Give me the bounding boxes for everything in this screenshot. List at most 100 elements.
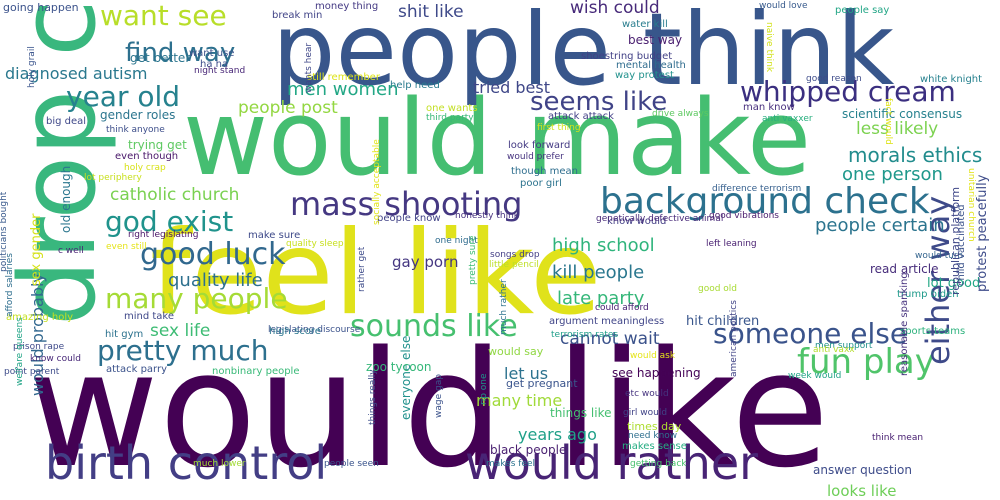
word-diagnosed-autism: diagnosed autism bbox=[5, 64, 148, 83]
word-things-like: things like bbox=[550, 406, 612, 420]
word-morals-ethics: morals ethics bbox=[848, 143, 983, 167]
word-get-pregnant: get pregnant bbox=[506, 377, 578, 390]
word-men-women: men women bbox=[287, 79, 399, 100]
word-zoo-tycoon: zoo tycoon bbox=[366, 360, 432, 374]
word-could-afford: could afford bbox=[595, 303, 649, 313]
word-getting-back: getting back bbox=[630, 459, 687, 469]
word-hit-gym: hit gym bbox=[105, 329, 144, 340]
word-right-legislating: right legislating bbox=[128, 230, 199, 240]
word-first-thing: first thing bbox=[537, 123, 581, 133]
word-people-know: people know bbox=[377, 213, 441, 224]
word-quality-life: quality life bbox=[168, 270, 263, 291]
word-republican-platform: republican platform bbox=[949, 186, 962, 295]
word-holy-grail: holy grail bbox=[27, 46, 37, 88]
word-good-old: good old bbox=[698, 284, 738, 294]
word-prison-rape: prison rape bbox=[13, 342, 65, 352]
word-answer-question: answer question bbox=[813, 463, 912, 477]
word-quality-sleep: quality sleep bbox=[286, 239, 344, 249]
word-protest-peacefully: protest peacefully bbox=[975, 174, 990, 292]
word-naive-think: naive think bbox=[764, 22, 774, 73]
word-wants-hear: wants hear bbox=[304, 42, 314, 93]
word-feel-like: feel like bbox=[150, 206, 602, 341]
word-genetically-defective-animal: genetically defective animal bbox=[596, 214, 724, 224]
word-rip-one: rip one bbox=[479, 373, 489, 405]
word-fact-would: fact would bbox=[883, 98, 893, 145]
word-less-likely: less likely bbox=[856, 119, 939, 139]
word-things-really: things really bbox=[368, 369, 378, 425]
word-week-would: week would bbox=[788, 371, 842, 381]
word-gender-roles: gender roles bbox=[100, 108, 176, 122]
word-want-see: want see bbox=[100, 0, 227, 32]
word-sports-teams: sports teams bbox=[900, 326, 966, 337]
word-honestly-think: honestly think bbox=[455, 211, 520, 221]
word-argument-meaningless: argument meaningless bbox=[549, 316, 665, 327]
word-tried-best: tried best bbox=[473, 78, 550, 97]
word-men-support: men support bbox=[815, 341, 873, 351]
word-would-probably: would probably bbox=[28, 273, 47, 396]
word-though-mean: though mean bbox=[511, 166, 578, 177]
word-scientific-consensus: scientific consensus bbox=[842, 107, 963, 121]
word-one-person: one person bbox=[842, 164, 943, 185]
word-good-luck: good luck bbox=[140, 237, 286, 272]
word-man-know: man know bbox=[743, 102, 795, 113]
word-anti-vaxxer: anti vaxxer bbox=[762, 114, 813, 124]
word-people-say: people say bbox=[835, 5, 890, 16]
word-would-ask: would ask bbox=[630, 351, 676, 361]
word-would-love: would love bbox=[759, 1, 808, 11]
word-high-school: high school bbox=[552, 235, 655, 256]
word-white-knight: white knight bbox=[920, 74, 983, 85]
word-c-well: c well bbox=[58, 246, 84, 256]
word-hit-children: hit children bbox=[686, 314, 760, 329]
word-welfare-queens: welfare queens bbox=[15, 317, 25, 386]
word-someone-else: someone else bbox=[713, 317, 908, 350]
word-anti-vaxx: anti vaxx bbox=[813, 345, 855, 355]
word-know-would: know would bbox=[607, 216, 667, 227]
word-much-rather: much rather bbox=[499, 279, 509, 335]
word-year-old: year old bbox=[66, 80, 181, 113]
word-going-happen: going happen bbox=[3, 1, 79, 14]
word-read-article: read article bbox=[870, 262, 939, 276]
word-sex-life: sex life bbox=[150, 321, 211, 341]
word-mind-take: mind take bbox=[124, 311, 175, 322]
word-rather-get: rather get bbox=[357, 246, 367, 292]
word-makes-feel: makes feel bbox=[486, 459, 536, 469]
word-many-time: many time bbox=[476, 391, 563, 410]
word-mass-shooting: mass shooting bbox=[290, 185, 523, 223]
word-water-kill: water kill bbox=[622, 19, 668, 30]
word-would-turn: would turn bbox=[915, 251, 964, 261]
word-catholic-church: catholic church bbox=[110, 185, 240, 205]
word-american-politics: american politics bbox=[729, 300, 739, 377]
word-find-way: find way bbox=[125, 38, 236, 68]
word-would-prefer: would prefer bbox=[507, 152, 564, 162]
word-holy-crap: holy crap bbox=[124, 163, 166, 173]
word-wage-gap: wage gap bbox=[434, 374, 444, 418]
word-shit-like: shit like bbox=[398, 2, 464, 22]
word-know-could: know could bbox=[30, 354, 82, 364]
word-shoestring-budget: shoestring budget bbox=[581, 51, 673, 62]
word-sounds-like: sounds like bbox=[350, 309, 518, 344]
word-good-vibrations: good vibrations bbox=[709, 211, 779, 221]
word-would-rather: would rather bbox=[465, 436, 759, 490]
word-left-leaning: left leaning bbox=[706, 239, 757, 249]
word-people-certain: people certain bbox=[815, 215, 945, 236]
word-people-post: people post bbox=[238, 98, 338, 118]
word-attack-attack: attack attack bbox=[548, 111, 614, 122]
word-drive-always: drive always bbox=[652, 109, 709, 119]
word-even-still: even still bbox=[106, 242, 147, 252]
word-pretty-much: pretty much bbox=[97, 334, 269, 367]
word-break-min: break min bbox=[272, 10, 323, 21]
word-get-better: get better bbox=[130, 51, 191, 65]
word-way-protest: way protest bbox=[615, 70, 674, 81]
word-big-deal: big deal bbox=[46, 116, 87, 127]
word-terrorism-rates: terrorism rates bbox=[551, 330, 619, 340]
word-songs-drop: songs drop bbox=[490, 250, 540, 260]
word-little-pencil: little pencil bbox=[489, 260, 539, 270]
word-make-sure: make sure bbox=[248, 230, 301, 241]
word-people-think: people think bbox=[272, 0, 895, 108]
word-whipped-cream: whipped cream bbox=[740, 75, 956, 108]
word-want-use: want use bbox=[189, 48, 235, 59]
word-look-forward: look forward bbox=[508, 140, 571, 151]
word-still-remember: still remember bbox=[307, 72, 380, 83]
word-mental-health: mental health bbox=[616, 60, 686, 71]
